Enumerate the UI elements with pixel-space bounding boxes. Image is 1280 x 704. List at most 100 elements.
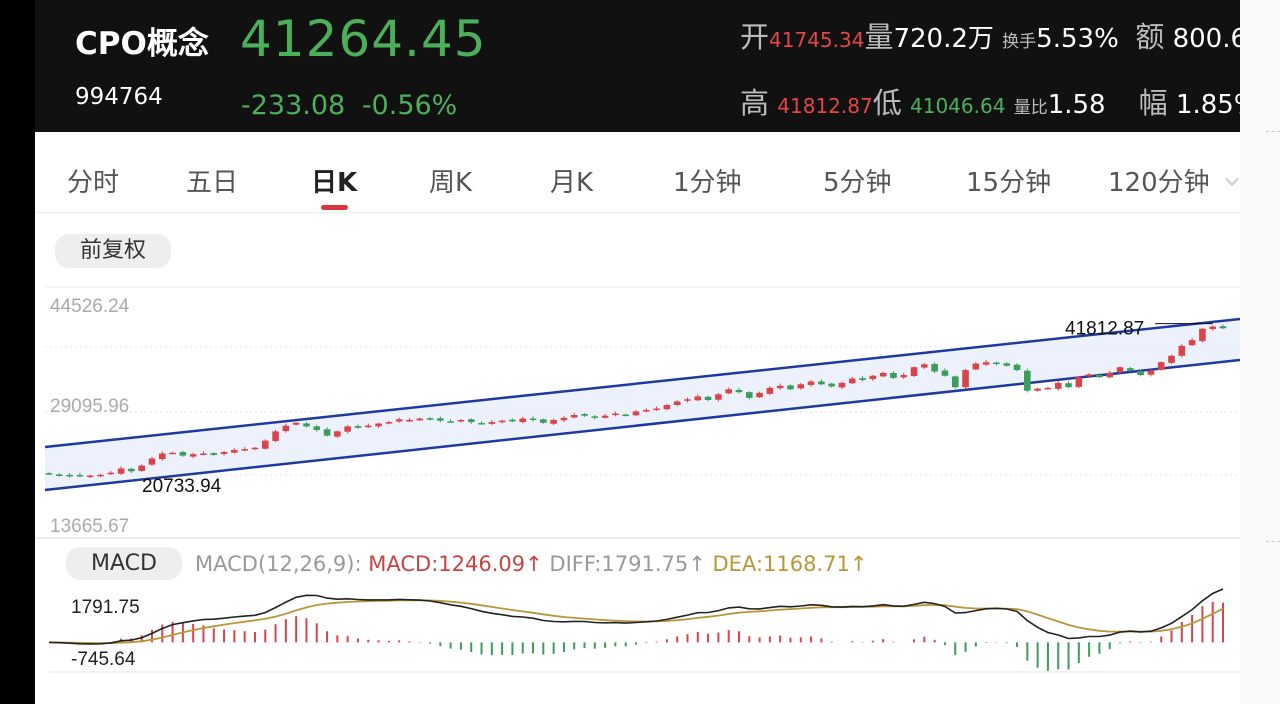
- tab-weekly-k[interactable]: 周K: [429, 168, 473, 198]
- candle-body: [220, 452, 228, 454]
- candle-body: [1137, 371, 1144, 376]
- candle-body: [55, 474, 63, 476]
- candle-body: [519, 418, 527, 423]
- candle-body: [921, 364, 928, 368]
- amplitude-label: 幅: [1138, 86, 1168, 120]
- candle-body: [364, 425, 372, 428]
- tab-daily-k[interactable]: 日K: [311, 168, 358, 198]
- candle-body: [715, 394, 722, 400]
- trend-channel-lower-line: [44, 358, 1240, 492]
- candle-body: [148, 458, 156, 465]
- candle-body: [282, 425, 290, 432]
- candle-body: [1013, 364, 1021, 371]
- high-annotation: 41812.87: [1065, 319, 1144, 340]
- candle-body: [818, 381, 825, 385]
- candle-body: [313, 426, 321, 430]
- macd-tick-label: -745.64: [71, 649, 136, 670]
- candle-body: [251, 447, 259, 450]
- candle-body: [45, 473, 53, 475]
- trend-channel-fill: [45, 319, 1240, 490]
- stats-row-1: 开41745.34量720.2万 换手5.53% 额 800.6: [740, 14, 1240, 56]
- candle-body: [76, 474, 84, 477]
- candle-body: [1003, 363, 1011, 366]
- candle-body: [725, 389, 732, 394]
- index-name: CPO概念: [75, 26, 209, 62]
- chevron-down-icon[interactable]: [1224, 171, 1240, 187]
- candle-body: [86, 475, 94, 478]
- candle-body: [1065, 383, 1072, 388]
- candle-body: [1199, 328, 1206, 342]
- amount-label: 额: [1135, 20, 1165, 54]
- candle-body: [385, 422, 393, 424]
- candle-body: [158, 453, 166, 460]
- candle-body: [272, 431, 279, 441]
- candle-body: [622, 414, 630, 417]
- candle-body: [910, 367, 918, 377]
- candle-body: [653, 408, 660, 411]
- candle-body: [210, 453, 218, 455]
- dea-line: [49, 599, 1224, 645]
- candle-body: [766, 387, 774, 394]
- candle-body: [344, 426, 351, 432]
- candle-body: [694, 396, 702, 401]
- adjust-button[interactable]: 前复权: [55, 234, 171, 268]
- candle-body: [838, 382, 846, 388]
- macd-indicator-button[interactable]: MACD: [66, 547, 182, 580]
- candle-body: [612, 413, 619, 416]
- candle-body: [972, 363, 980, 370]
- candle-body: [704, 396, 712, 401]
- candle-body: [951, 376, 959, 388]
- candle-body: [787, 385, 794, 390]
- candle-body: [642, 409, 650, 412]
- candle-body: [581, 414, 588, 416]
- quote-header: CPO概念 994764 41264.45 -233.08 -0.56% 开41…: [35, 0, 1240, 132]
- tab-15min[interactable]: 15分钟: [966, 168, 1052, 198]
- candle-body: [66, 474, 73, 477]
- candle-body: [128, 468, 135, 472]
- tab-five-day[interactable]: 五日: [186, 168, 239, 198]
- candle-body: [931, 364, 938, 372]
- candle-body: [303, 423, 310, 427]
- candle-body: [632, 411, 640, 416]
- tab-5min[interactable]: 5分钟: [823, 168, 892, 198]
- candle-body: [447, 421, 454, 423]
- tab-120min[interactable]: 120分钟: [1108, 168, 1210, 198]
- open-value: 41745.34: [769, 28, 865, 52]
- candle-body: [1116, 367, 1124, 373]
- candle-body: [673, 401, 681, 405]
- candle-body: [1034, 388, 1041, 391]
- macd-params: MACD(12,26,9):: [195, 552, 362, 576]
- active-tab-indicator: [321, 205, 348, 210]
- macd-chart[interactable]: 1791.75 -745.64: [35, 585, 1240, 704]
- candle-body: [426, 418, 434, 420]
- vol-ratio-value: 1.58: [1047, 90, 1106, 120]
- macd-value: MACD:1246.09↑: [368, 552, 543, 576]
- candle-body: [941, 370, 949, 376]
- candle-body: [200, 453, 207, 455]
- candle-body: [560, 417, 568, 421]
- candle-body: [848, 378, 856, 384]
- candle-body: [1096, 374, 1103, 378]
- candle-body: [1157, 362, 1165, 370]
- candle-body: [437, 418, 444, 421]
- candle-body: [828, 383, 835, 387]
- tab-fenshi[interactable]: 分时: [67, 168, 120, 198]
- volume-label: 量: [864, 20, 894, 54]
- candle-body: [498, 420, 506, 423]
- candle-body: [416, 418, 424, 421]
- low-annotation: 20733.94: [142, 476, 222, 497]
- candle-body: [570, 414, 578, 418]
- candle-body: [1044, 387, 1052, 390]
- candle-body: [117, 468, 125, 474]
- diff-value: DIFF:1791.75↑: [549, 552, 706, 576]
- low-value: 41046.64: [910, 94, 1006, 118]
- right-edge-panel: [1240, 0, 1280, 704]
- candle-body: [540, 419, 547, 423]
- stats-row-2: 高 41812.87低 41046.64 量比1.58 幅 1.85%: [740, 80, 1240, 122]
- tab-monthly-k[interactable]: 月K: [550, 168, 594, 198]
- tab-1min[interactable]: 1分钟: [673, 168, 742, 198]
- candle-body: [467, 419, 475, 423]
- candle-body: [107, 472, 115, 475]
- candle-body: [1178, 345, 1186, 356]
- candlestick-chart[interactable]: 44526.24 29095.96 13665.67 41812.87 20733.94: [35, 285, 1240, 540]
